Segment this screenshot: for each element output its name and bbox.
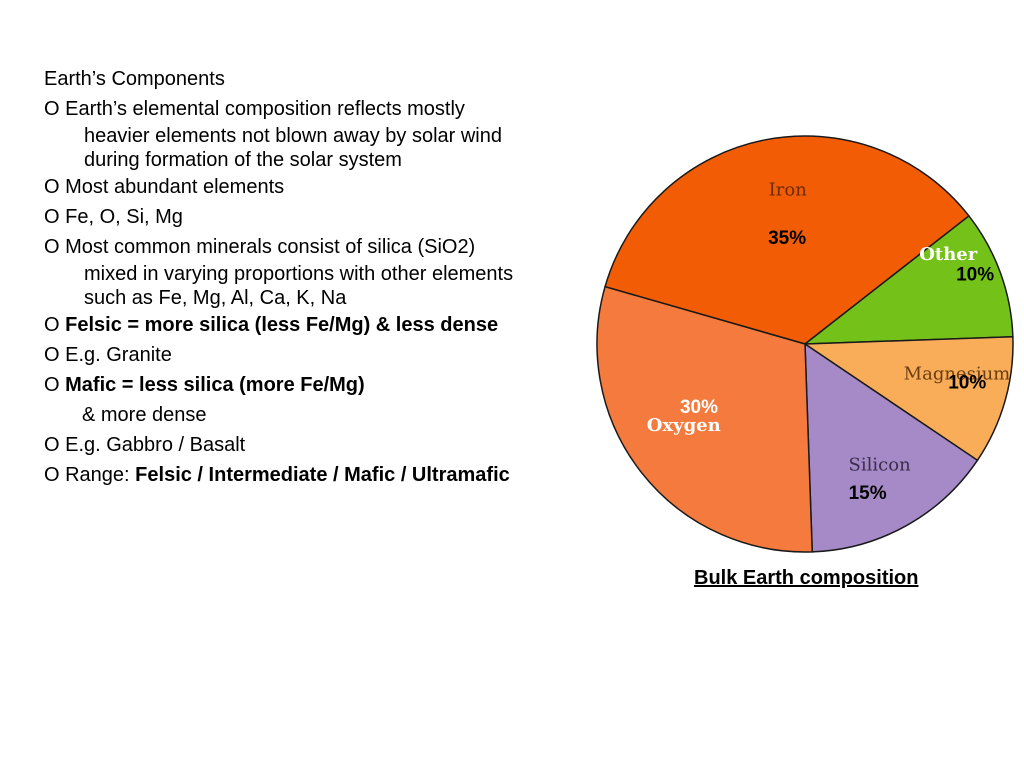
slide-heading: Earth’s Components <box>44 68 225 90</box>
slice-value-oxygen: 30% <box>680 397 718 418</box>
pie-slice-other <box>802 214 1014 345</box>
chart-caption: Bulk Earth composition <box>694 567 919 589</box>
bullet-felsic: O Felsic = more silica (less Fe/Mg) & le… <box>44 310 614 340</box>
bullet-marker: O <box>44 374 66 396</box>
pie-slice-magnesium <box>802 335 1014 462</box>
slice-label-magnesium: Magnesium <box>904 364 1011 385</box>
bullet-range: O Range: Felsic / Intermediate / Mafic /… <box>44 460 614 490</box>
bullet-minerals-cont-1: mixed in varying proportions with other … <box>84 263 514 285</box>
pie-chart: Iron35%Other10%Magnesium10%Silicon15%Oxy… <box>596 135 1014 553</box>
slice-value-silicon: 15% <box>849 483 887 504</box>
bullet-granite: O E.g. Granite <box>44 344 172 366</box>
pie-slice-silicon <box>804 342 979 553</box>
slice-label-silicon: Silicon <box>849 455 912 476</box>
slice-value-magnesium: 10% <box>948 373 986 394</box>
range-prefix: O Range: <box>44 464 136 486</box>
bullet-basalt: O E.g. Gabbro / Basalt <box>44 434 246 456</box>
bullet-abundant: O Most abundant elements <box>44 176 285 198</box>
slice-label-oxygen: Oxygen <box>647 415 721 436</box>
slice-label-iron: Iron <box>769 180 808 201</box>
bullet-mafic: O Mafic = less silica (more Fe/Mg) <box>44 370 614 400</box>
bullet-minerals-cont-2: such as Fe, Mg, Al, Ca, K, Na <box>84 287 347 309</box>
pie-slice-oxygen <box>596 285 814 553</box>
bullet-minerals: O Most common minerals consist of silica… <box>44 236 476 258</box>
slice-value-iron: 35% <box>768 228 806 249</box>
pie-slice-iron <box>604 135 970 345</box>
bullet-marker: O <box>44 314 66 336</box>
bullet-mafic-cont: & more dense <box>82 404 207 426</box>
bullet-composition-cont-2: during formation of the solar system <box>84 149 402 171</box>
bullet-elements: O Fe, O, Si, Mg <box>44 206 183 228</box>
felsic-definition: Felsic = more silica (less Fe/Mg) & less… <box>65 314 499 336</box>
slice-label-other: Other <box>919 244 978 265</box>
bullet-composition: O Earth’s elemental composition reflects… <box>44 98 465 120</box>
range-values: Felsic / Intermediate / Mafic / Ultramaf… <box>135 464 510 486</box>
slide-text: Earth’s Components O Earth’s elemental c… <box>44 64 614 490</box>
bullet-composition-cont-1: heavier elements not blown away by solar… <box>84 125 502 147</box>
slice-value-other: 10% <box>956 265 994 286</box>
mafic-definition: Mafic = less silica (more Fe/Mg) <box>65 374 365 396</box>
